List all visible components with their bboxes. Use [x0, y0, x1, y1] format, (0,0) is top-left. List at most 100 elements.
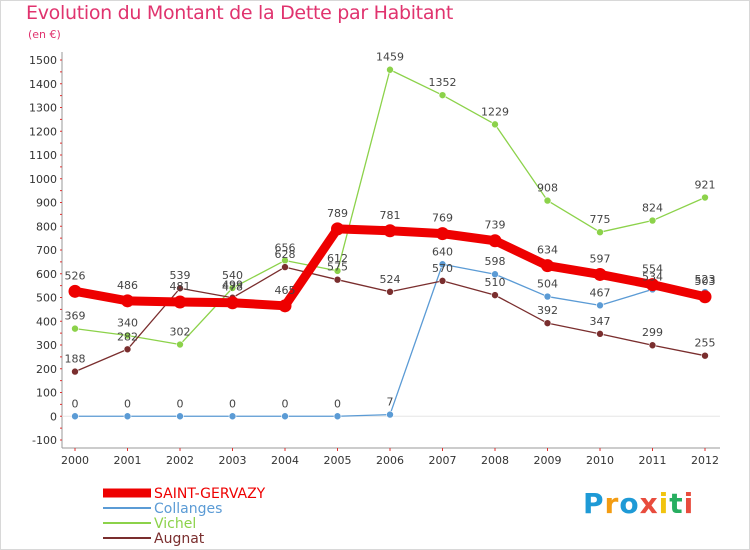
y-tick-label: 200 — [36, 363, 57, 376]
data-label: 656 — [275, 241, 296, 254]
data-label: 534 — [642, 270, 663, 283]
data-point — [436, 227, 449, 241]
data-labels: 0 0 0 0 0 0 7 640 598 504 467 534 523 369 340 302 540 656… — [65, 51, 716, 411]
data-label: 347 — [590, 315, 611, 328]
y-tick-label: 1500 — [29, 54, 57, 67]
x-tick-label: 2007 — [429, 454, 457, 467]
y-tick-label: 1100 — [29, 149, 57, 162]
data-label: 255 — [695, 337, 716, 350]
data-point — [648, 341, 657, 350]
data-label: 921 — [695, 179, 716, 192]
data-point — [176, 412, 184, 421]
data-label: 486 — [117, 279, 138, 292]
x-tick-label: 2001 — [114, 454, 142, 467]
data-label: 299 — [642, 326, 663, 339]
logo-letter: P — [583, 487, 605, 520]
x-tick-label: 2009 — [534, 454, 562, 467]
data-label: 824 — [642, 202, 663, 215]
logo-letter: i — [658, 487, 670, 520]
x-tick-label: 2008 — [481, 454, 509, 467]
data-label: 1459 — [376, 51, 404, 64]
data-label: 612 — [327, 252, 348, 265]
data-label: 523 — [695, 273, 716, 286]
data-label: 499 — [222, 279, 243, 292]
data-label: 504 — [537, 278, 558, 291]
data-point — [593, 267, 607, 281]
data-label: 570 — [432, 262, 453, 275]
y-tick-label: 800 — [36, 220, 57, 233]
data-point — [278, 299, 292, 313]
y-tick-label: 100 — [36, 387, 57, 400]
x-tick-label: 2011 — [639, 454, 667, 467]
data-point — [333, 412, 342, 421]
data-point — [491, 291, 499, 299]
data-label: 598 — [485, 255, 506, 268]
data-label: 1352 — [429, 76, 457, 89]
proxiti-logo: Proxiti — [583, 487, 694, 520]
data-point — [333, 267, 342, 275]
data-label: 628 — [275, 248, 296, 261]
data-point — [701, 351, 709, 360]
data-label: 526 — [65, 269, 86, 282]
data-label: 282 — [117, 330, 138, 343]
legend-label: Vichel — [154, 516, 196, 532]
data-point — [488, 234, 502, 248]
x-tick-label: 2002 — [166, 454, 194, 467]
data-label: 0 — [124, 397, 131, 410]
data-label: 369 — [65, 310, 86, 323]
data-point — [383, 224, 397, 238]
data-label: 575 — [327, 261, 348, 274]
y-tick-label: 600 — [36, 268, 57, 281]
x-tick-label: 2004 — [271, 454, 299, 467]
data-label: 540 — [222, 269, 243, 282]
data-label: 0 — [72, 397, 79, 410]
data-label: 467 — [590, 286, 611, 299]
y-tick-label: 700 — [36, 244, 57, 257]
data-label: 465 — [275, 284, 296, 297]
data-label: 1229 — [481, 105, 509, 118]
data-label: 554 — [642, 263, 663, 276]
data-point — [226, 296, 239, 310]
data-label: 302 — [170, 326, 191, 339]
data-label: 524 — [380, 273, 401, 286]
logo-letter: t — [669, 487, 684, 520]
data-label: 0 — [177, 397, 184, 410]
data-label: 640 — [432, 245, 453, 258]
data-point — [333, 275, 342, 284]
chart-title: Evolution du Montant de la Dette par Hab… — [26, 2, 454, 24]
data-point — [68, 284, 82, 298]
logo-letter: x — [639, 487, 659, 520]
data-label: 739 — [485, 219, 506, 232]
data-point — [596, 228, 604, 236]
data-point — [176, 340, 184, 349]
data-label: 7 — [387, 396, 394, 409]
data-point — [438, 277, 447, 285]
data-point — [541, 259, 554, 273]
x-tick-label: 2003 — [219, 454, 247, 467]
data-label: 0 — [229, 397, 236, 410]
data-point — [71, 367, 79, 376]
data-point — [543, 292, 552, 301]
data-point — [176, 284, 184, 293]
data-point — [123, 331, 132, 340]
logo-letter: r — [604, 487, 620, 520]
legend-label: SAINT-GERVAZY — [154, 486, 266, 502]
data-label: 510 — [485, 276, 506, 289]
data-point — [491, 270, 499, 279]
data-point — [701, 193, 709, 202]
data-label: 634 — [537, 244, 558, 257]
x-tick-label: 2010 — [586, 454, 614, 467]
data-point — [228, 412, 237, 421]
y-tick-label: 900 — [36, 197, 57, 210]
data-label: 481 — [170, 280, 191, 293]
data-point — [71, 324, 79, 333]
data-point — [438, 91, 447, 99]
data-point — [491, 120, 499, 129]
logo-letter: o — [619, 487, 640, 520]
data-point — [386, 65, 394, 74]
data-label: 503 — [695, 275, 716, 288]
chart-subtitle: (en €) — [28, 28, 61, 41]
data-point — [543, 319, 552, 327]
data-label: 781 — [380, 209, 401, 222]
